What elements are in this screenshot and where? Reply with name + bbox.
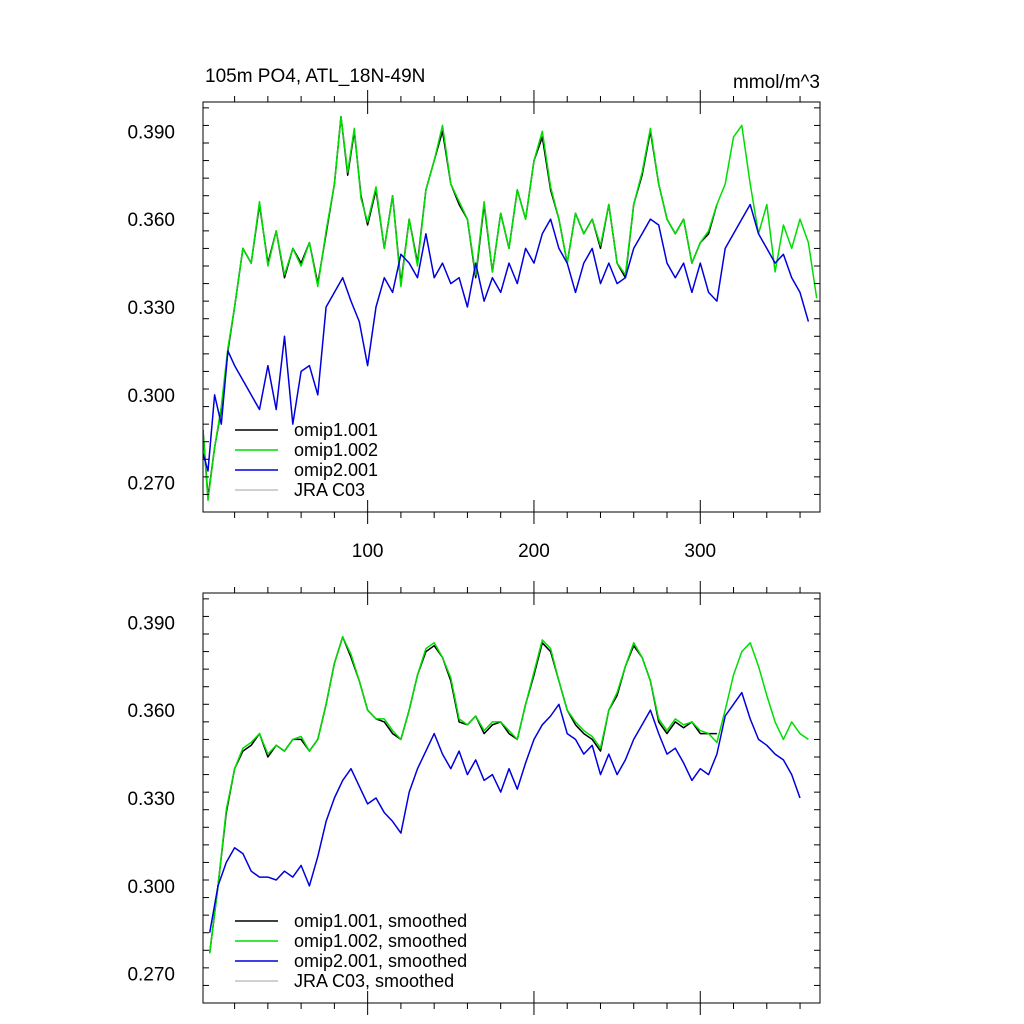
series-lines	[203, 115, 818, 502]
legend-label: JRA C03, smoothed	[294, 971, 454, 991]
x-tick-label: 300	[684, 541, 716, 562]
legend-label: omip1.001, smoothed	[294, 911, 467, 931]
y-tick-label: 0.390	[127, 122, 175, 143]
units-label: mmol/m^3	[733, 72, 820, 93]
plot-frame	[202, 101, 821, 513]
y-tick-label: 0.270	[127, 474, 175, 495]
legend-label: omip2.001, smoothed	[294, 951, 467, 971]
legend-label: omip1.002, smoothed	[294, 931, 467, 951]
y-tick-label: 0.330	[127, 298, 175, 319]
chart-title: 105m PO4, ATL_18N-49N	[205, 66, 425, 87]
legend-label: omip2.001	[294, 460, 378, 480]
y-tick-label: 0.300	[127, 877, 175, 898]
series-line-0	[208, 636, 717, 954]
legend-label: JRA C03	[294, 480, 365, 500]
x-tick-label: 200	[518, 541, 550, 562]
series-lines	[208, 636, 809, 954]
series-line-2	[208, 691, 801, 933]
legend-label: omip1.002	[294, 440, 378, 460]
series-line-1	[208, 636, 809, 954]
y-tick-label: 0.300	[127, 386, 175, 407]
y-tick-label: 0.330	[127, 789, 175, 810]
y-tick-label: 0.360	[127, 210, 175, 231]
x-tick-label: 100	[352, 541, 384, 562]
plot-frame	[202, 592, 821, 1004]
bottom-chart-panel: 0.270 0.300 0.330 0.360 0.390 omip1.001, smoo…	[127, 581, 821, 1015]
y-tick-label: 0.390	[127, 613, 175, 634]
legend-label: omip1.001	[294, 420, 378, 440]
series-line-2	[203, 203, 810, 472]
series-line-0	[203, 115, 718, 499]
top-chart-panel: 0.270 0.300 0.330 0.360 0.390 100 200 300 105m P…	[127, 66, 821, 562]
y-tick-label: 0.360	[127, 701, 175, 722]
series-line-1	[203, 115, 818, 502]
y-tick-label: 0.270	[127, 965, 175, 986]
